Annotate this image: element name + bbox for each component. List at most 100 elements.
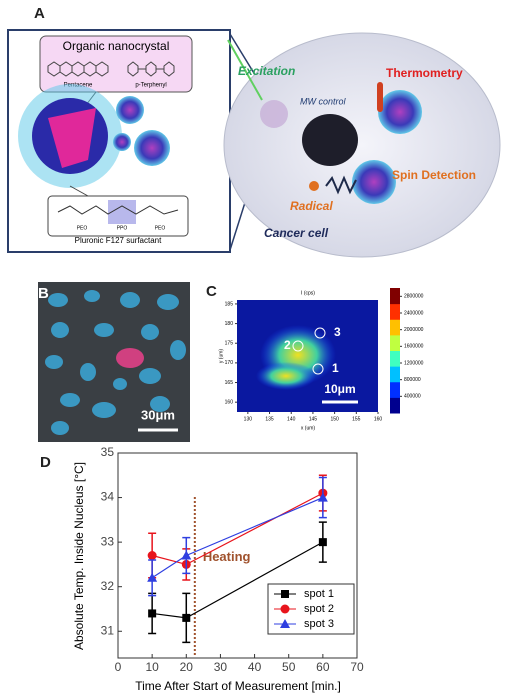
spot-label: 3 (334, 325, 341, 339)
molecule-box (39, 35, 193, 93)
y-tick-label: 32 (101, 579, 115, 593)
x-axis-title: Time After Start of Measurement [min.] (135, 679, 341, 693)
panel-label: C (206, 283, 217, 300)
panel-label: B (38, 285, 49, 302)
block-name: PEO (155, 225, 166, 231)
molecule-name: p-Terphenyl (135, 83, 166, 89)
y-tick-label: 170 (225, 360, 234, 366)
surfactant-label: Pluronic F127 surfactant (75, 236, 162, 245)
x-tick-label: 150 (330, 416, 339, 422)
y-tick-label: 34 (101, 490, 115, 504)
colorbar-label: 1600000 (404, 344, 424, 350)
panel-c: 1 2 3 10μm I (cps) x (um) y (um) (218, 290, 378, 431)
marker (147, 572, 158, 582)
plot-frame (117, 452, 358, 659)
particle (352, 160, 396, 204)
x-tick-label: 140 (287, 416, 296, 422)
y-tick-label: 185 (225, 301, 234, 307)
nanoparticle (134, 130, 170, 166)
y-tick-label: 31 (101, 623, 115, 637)
x-tick-label: 10 (145, 660, 159, 674)
cell (223, 32, 501, 258)
series (147, 476, 328, 597)
marker (181, 550, 192, 560)
series (148, 521, 327, 644)
y-tick-label: 175 (225, 341, 234, 347)
particle (260, 100, 288, 128)
x-label: x (um) (301, 425, 316, 431)
box-title: Organic nanocrystal (63, 39, 170, 53)
block-name: PEO (77, 225, 88, 231)
marker (317, 492, 328, 502)
colorbar-label: 1200000 (404, 360, 424, 366)
y-tick-label: 33 (101, 534, 115, 548)
particle (378, 90, 422, 134)
scale-label: 30μm (141, 407, 175, 422)
colorbar-segment (390, 319, 400, 336)
thermometry: Thermometry (386, 66, 463, 80)
legend-label: spot 2 (304, 603, 334, 615)
legend-marker (281, 590, 289, 598)
excitation: Excitation (238, 64, 295, 78)
x-tick-label: 135 (265, 416, 274, 422)
colorbar-label: 400000 (404, 394, 421, 400)
colorbar-label: 2400000 (404, 310, 424, 316)
x-tick-label: 30 (214, 660, 228, 674)
spot-circle (314, 327, 326, 339)
radical-dot (309, 181, 319, 191)
map-title: I (cps) (301, 290, 315, 296)
panel-label: A (34, 5, 45, 22)
colorbar-label: 2800000 (404, 294, 424, 300)
x-tick-label: 20 (180, 660, 194, 674)
spot-label: 1 (332, 361, 339, 375)
colorbar-label: 800000 (404, 377, 421, 383)
spin-detection: Spin Detection (392, 168, 476, 182)
colorbar-segment (390, 381, 400, 398)
formula-chain (57, 205, 179, 215)
spot-circle (292, 340, 304, 352)
y-tick-label: 165 (225, 380, 234, 386)
legend-marker (280, 619, 290, 628)
x-tick-label: 130 (244, 416, 253, 422)
legend-label: spot 1 (304, 588, 334, 600)
nanocrystal (48, 108, 96, 168)
x-tick-label: 60 (316, 660, 330, 674)
pointer (69, 185, 89, 197)
marker (148, 609, 157, 618)
wave (325, 175, 357, 195)
x-tick-label: 70 (350, 660, 364, 674)
beam (227, 39, 263, 101)
x-tick-label: 50 (282, 660, 296, 674)
marker (147, 551, 157, 560)
y-tick-label: 160 (225, 400, 234, 406)
x-tick-label: 145 (309, 416, 318, 422)
heatmap-blob (256, 362, 316, 390)
ppo-block (108, 200, 136, 224)
y-tick-label: 180 (225, 321, 234, 327)
colorbar-segment (390, 366, 400, 383)
legend-label: spot 3 (304, 618, 334, 630)
nucleus (302, 114, 358, 166)
colorbar-segment (390, 288, 400, 305)
annotation: Heating (203, 549, 251, 564)
block-name: PPO (117, 225, 128, 231)
series (147, 474, 328, 581)
x-tick-label: 40 (248, 660, 262, 674)
cell-label: Cancer cell (264, 226, 329, 240)
x-tick-label: 160 (374, 416, 383, 422)
y-label: y (um) (218, 349, 224, 364)
thermometer (377, 82, 383, 112)
nanoparticle (113, 133, 131, 151)
spot-circle (312, 363, 324, 375)
colorbar-segment (390, 350, 400, 367)
y-axis-title: Absolute Temp. Inside Nucleus [°C] (72, 462, 86, 650)
marker (318, 538, 327, 547)
colorbar-segment (390, 397, 400, 414)
nanoparticle (116, 96, 144, 124)
colorbar-segment (390, 334, 400, 351)
x-tick-label: 0 (115, 660, 122, 674)
x-tick-label: 155 (352, 416, 361, 422)
colorbar-segment (390, 303, 400, 320)
